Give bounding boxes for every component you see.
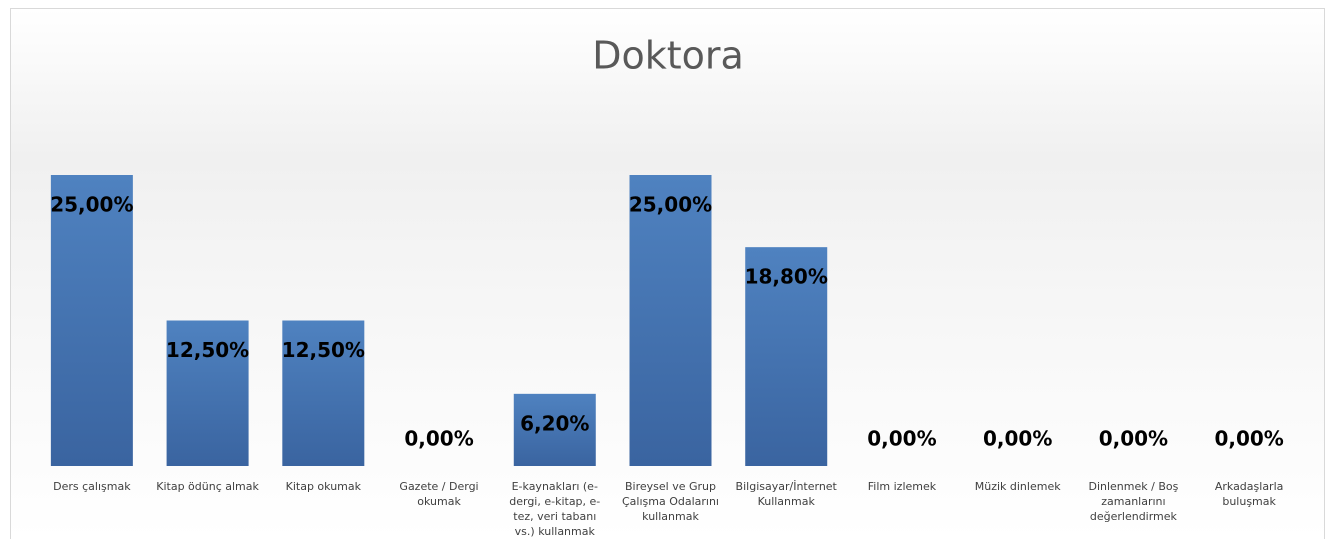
x-tick-label: Bireysel ve Grup Çalışma Odalarını kulla… [621,480,719,523]
data-label: 0,00% [983,427,1052,451]
data-label: 25,00% [50,193,133,217]
bar [745,247,828,466]
data-label: 12,50% [166,338,249,362]
bar [50,175,133,466]
x-tick-label: Müzik dinlemek [974,480,1061,493]
data-label: 18,80% [745,265,828,289]
x-tick-label: Arkadaşlarla buluşmak [1214,480,1284,508]
x-tick-label: Bilgisayar/İnternet Kullanmak [735,480,837,508]
chart-title: Doktora [592,34,744,78]
x-tick-label: Ders çalışmak [53,480,131,493]
x-tick-label: Kitap ödünç almak [156,480,259,493]
data-label: 0,00% [1214,427,1283,451]
x-tick-label: Gazete / Dergi okumak [399,480,479,508]
x-tick-label: E-kaynakları (e-dergi, e-kitap, e-tez, v… [509,480,601,538]
data-label: 0,00% [867,427,936,451]
bar [282,320,365,466]
data-label: 25,00% [629,193,712,217]
bar [629,175,712,466]
x-tick-label: Kitap okumak [285,480,361,493]
data-label: 0,00% [404,427,473,451]
bar [166,320,249,466]
x-tick-label: Dinlenmek / Boş zamanlarını değerlendirm… [1088,480,1179,523]
data-label: 6,20% [520,411,589,435]
data-label: 0,00% [1099,427,1168,451]
x-tick-label: Film izlemek [867,480,937,493]
data-label: 12,50% [282,338,365,362]
bar [513,393,596,466]
